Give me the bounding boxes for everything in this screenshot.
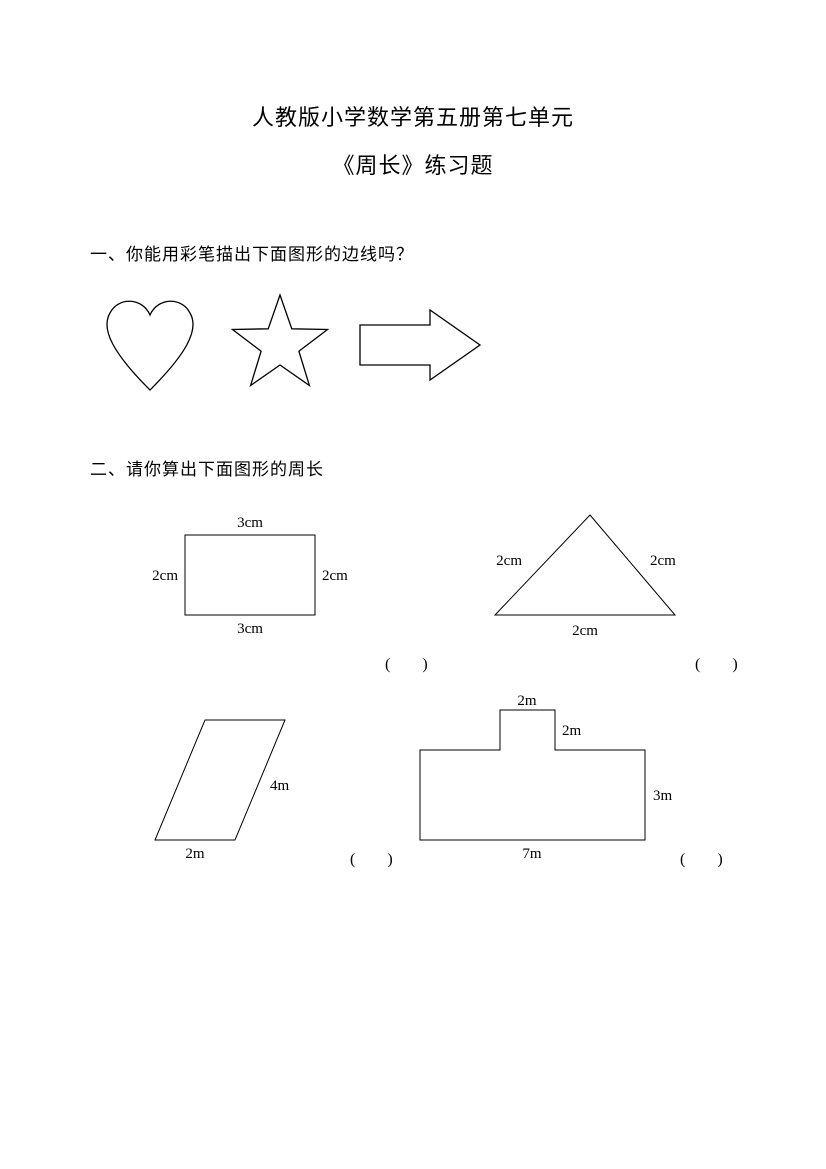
- tri-answer-blank: ( ): [695, 650, 738, 674]
- tri-label-right: 2cm: [650, 553, 676, 569]
- question-1-shapes: [90, 285, 736, 405]
- figure-composite: 2m 2m 3m 7m: [400, 690, 680, 870]
- tri-label-base: 2cm: [572, 623, 598, 639]
- question-2-figures: 3cm 3cm 2cm 2cm ( ) 2cm 2cm 2cm ( ) 4m 2…: [90, 500, 730, 880]
- figure-triangle: 2cm 2cm 2cm: [450, 500, 700, 650]
- rect-label-left: 2cm: [152, 568, 178, 584]
- trace-shapes-svg: [90, 285, 510, 405]
- rect-label-right: 2cm: [322, 568, 348, 584]
- figure-parallelogram: 4m 2m: [135, 700, 335, 870]
- para-label-base: 2m: [185, 846, 205, 862]
- comp-label-top: 2m: [517, 693, 537, 709]
- star-shape: [233, 295, 328, 386]
- comp-label-step: 2m: [562, 723, 582, 739]
- rect-label-top: 3cm: [237, 515, 263, 531]
- comp-label-bottom: 7m: [522, 846, 542, 862]
- para-label-side: 4m: [270, 778, 290, 794]
- rect-label-bottom: 3cm: [237, 621, 263, 637]
- figure-rectangle: 3cm 3cm 2cm 2cm: [130, 500, 350, 650]
- question-1-prompt: 一、你能用彩笔描出下面图形的边线吗？: [90, 240, 736, 265]
- comp-label-right: 3m: [653, 788, 673, 804]
- comp-answer-blank: ( ): [680, 845, 723, 869]
- rect-answer-blank: ( ): [385, 650, 428, 674]
- heart-shape: [107, 301, 193, 390]
- page-subtitle: 《周长》练习题: [90, 148, 736, 180]
- tri-label-left: 2cm: [496, 553, 522, 569]
- arrow-right-shape: [360, 310, 480, 380]
- para-answer-blank: ( ): [350, 845, 393, 869]
- question-2-prompt: 二、请你算出下面图形的周长: [90, 455, 736, 480]
- page-title: 人教版小学数学第五册第七单元: [90, 100, 736, 132]
- worksheet-page: 人教版小学数学第五册第七单元 《周长》练习题 一、你能用彩笔描出下面图形的边线吗…: [0, 0, 826, 1169]
